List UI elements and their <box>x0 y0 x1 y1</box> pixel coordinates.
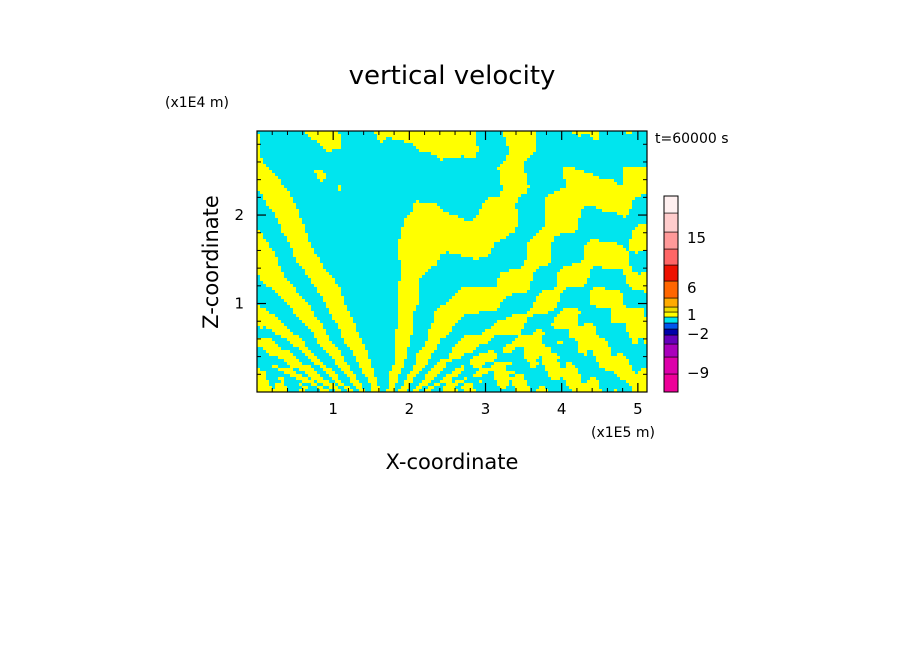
colorbar-tick-label: 1 <box>687 306 697 324</box>
colorbar-segment <box>663 322 679 330</box>
x-axis: 1 2 3 4 5 <box>271 131 643 418</box>
colorbar <box>663 195 679 393</box>
colorbar-segment <box>663 280 679 299</box>
colorbar-segment <box>663 248 679 266</box>
colorbar-segment <box>663 373 679 393</box>
colorbar-segment <box>663 334 679 345</box>
colorbar-segment <box>663 212 679 233</box>
colorbar-segment <box>663 195 679 214</box>
colorbar-tick-label: 15 <box>687 229 706 247</box>
time-label: t=60000 s <box>655 131 729 147</box>
x-tick-label: 2 <box>405 400 415 418</box>
colorbar-ticks: 15 6 1−2 −9 <box>687 229 709 382</box>
colorbar-segment <box>663 316 679 324</box>
z-unit-label: (x1E4 m) <box>165 95 229 111</box>
x-tick-label: 4 <box>557 400 567 418</box>
colorbar-frame <box>663 195 679 393</box>
colorbar-segment <box>663 306 679 313</box>
colorbar-tick-label: −9 <box>687 364 709 382</box>
z-tick-label: 1 <box>234 295 244 313</box>
x-axis-title: X-coordinate <box>386 450 519 474</box>
plot-frame <box>256 130 648 393</box>
colorbar-tick-label: 6 <box>687 279 697 297</box>
z-axis: 12 <box>234 143 647 375</box>
colorbar-tick-label: −2 <box>687 325 709 343</box>
x-tick-label: 1 <box>328 400 338 418</box>
velocity-field <box>257 131 647 392</box>
colorbar-segment <box>663 231 679 250</box>
colorbar-segment <box>663 264 679 282</box>
z-axis-title: Z-coordinate <box>199 195 223 329</box>
colorbar-segment <box>663 328 679 336</box>
x-tick-label: 3 <box>481 400 491 418</box>
x-tick-label: 5 <box>633 400 643 418</box>
colorbar-segment <box>663 311 679 318</box>
positive-velocity-region <box>257 131 647 392</box>
colorbar-segment <box>663 297 679 308</box>
colorbar-segment <box>663 343 679 358</box>
z-tick-label: 2 <box>234 206 244 224</box>
x-unit-label: (x1E5 m) <box>591 425 655 441</box>
chart-title: vertical velocity <box>349 61 556 91</box>
colorbar-segment <box>663 356 679 375</box>
